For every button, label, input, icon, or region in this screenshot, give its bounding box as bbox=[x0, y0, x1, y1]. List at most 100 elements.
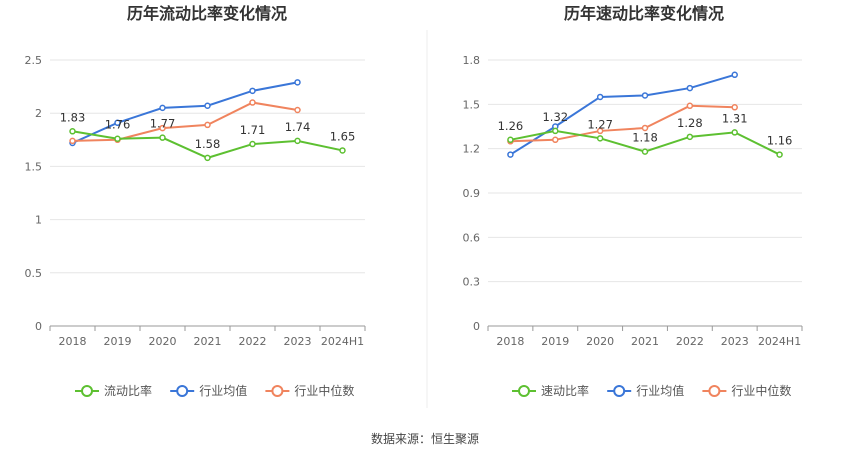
data-label: 1.58 bbox=[195, 137, 221, 151]
data-label: 1.16 bbox=[767, 134, 793, 148]
data-point-company bbox=[159, 134, 166, 141]
legend-marker bbox=[708, 385, 721, 397]
x-tick-label: 2022 bbox=[676, 335, 704, 348]
data-label: 1.74 bbox=[285, 120, 311, 134]
legend-item-average[interactable]: 行业均值 bbox=[170, 383, 247, 398]
data-label: 1.77 bbox=[150, 117, 176, 131]
data-point-company bbox=[204, 154, 211, 162]
data-point-median bbox=[596, 127, 604, 135]
chart-title: 历年速动比率变化情况 bbox=[564, 4, 724, 23]
data-point-median bbox=[552, 136, 559, 144]
legend-item-company[interactable]: 流动比率 bbox=[75, 383, 152, 398]
data-point-company bbox=[596, 135, 604, 142]
x-tick-label: 2019 bbox=[104, 335, 132, 348]
data-label: 1.76 bbox=[105, 118, 131, 132]
y-tick-label: 1 bbox=[35, 214, 42, 227]
chart-title: 历年流动比率变化情况 bbox=[127, 4, 287, 23]
data-point-median bbox=[204, 121, 211, 129]
y-tick-label: 1.2 bbox=[463, 143, 481, 156]
x-tick-label: 2024H1 bbox=[321, 335, 364, 348]
data-point-company bbox=[249, 140, 256, 148]
data-point-median bbox=[641, 124, 649, 132]
y-tick-label: 0 bbox=[473, 320, 480, 333]
legend-marker bbox=[176, 385, 189, 397]
legend-label: 速动比率 bbox=[541, 383, 589, 398]
legend-label: 流动比率 bbox=[104, 383, 152, 398]
legend-label: 行业均值 bbox=[636, 383, 684, 398]
data-point-average bbox=[204, 102, 211, 110]
data-point-company bbox=[552, 127, 559, 135]
legend-item-average[interactable]: 行业均值 bbox=[607, 383, 684, 398]
data-label: 1.83 bbox=[60, 110, 86, 124]
chart-2: 历年速动比率变化情况 0 0.3 0.6 0.9 1.2 1.5 1.8 2018 2019 202… bbox=[463, 4, 803, 398]
data-point-median bbox=[731, 104, 738, 111]
y-tick-label: 1.5 bbox=[463, 98, 481, 111]
data-point-median bbox=[249, 99, 256, 106]
x-tick-label: 2022 bbox=[239, 335, 267, 348]
series-line-median bbox=[72, 101, 298, 142]
data-point-median bbox=[69, 137, 76, 145]
source-note: 数据来源：恒生聚源 bbox=[371, 431, 479, 446]
y-tick-label: 1.8 bbox=[463, 54, 481, 67]
y-tick-label: 0.3 bbox=[463, 276, 481, 289]
legend-item-median[interactable]: 行业中位数 bbox=[265, 383, 354, 398]
data-point-average bbox=[114, 119, 121, 127]
legend-marker bbox=[271, 385, 284, 397]
x-tick-label: 2021 bbox=[194, 335, 222, 348]
y-tick-label: 0.5 bbox=[25, 267, 43, 280]
data-label: 1.26 bbox=[498, 119, 524, 133]
data-point-average bbox=[159, 104, 166, 112]
y-tick-label: 0.6 bbox=[463, 231, 481, 244]
x-tick-label: 2021 bbox=[631, 335, 659, 348]
legend-item-company[interactable]: 速动比率 bbox=[512, 383, 589, 398]
data-point-company bbox=[641, 148, 649, 155]
data-point-median bbox=[294, 106, 301, 114]
data-label: 1.32 bbox=[542, 110, 568, 124]
legend-marker bbox=[518, 385, 530, 397]
data-label: 1.71 bbox=[240, 123, 266, 137]
legend-item-median[interactable]: 行业中位数 bbox=[702, 383, 791, 398]
data-point-company bbox=[776, 151, 783, 158]
legend-label: 行业中位数 bbox=[294, 383, 354, 398]
series-line-average bbox=[72, 81, 298, 144]
data-point-company bbox=[507, 136, 514, 144]
data-point-company bbox=[686, 133, 694, 141]
legend-marker bbox=[613, 385, 626, 397]
data-label: 1.31 bbox=[722, 111, 748, 125]
data-point-average bbox=[294, 79, 301, 86]
series-line-median bbox=[510, 104, 735, 143]
data-point-average bbox=[596, 93, 604, 101]
data-label: 1.65 bbox=[330, 129, 356, 143]
x-tick-label: 2023 bbox=[721, 335, 749, 348]
series-line-average bbox=[509, 73, 735, 156]
data-point-company bbox=[114, 135, 121, 142]
data-label: 1.28 bbox=[677, 116, 703, 130]
x-tick-label: 2020 bbox=[586, 335, 614, 348]
data-point-median bbox=[159, 124, 166, 132]
data-label: 1.27 bbox=[587, 117, 613, 131]
x-tick-label: 2019 bbox=[541, 335, 569, 348]
data-point-median bbox=[686, 102, 694, 110]
x-tick-label: 2018 bbox=[59, 335, 87, 348]
x-tick-label: 2023 bbox=[284, 335, 312, 348]
data-point-company bbox=[69, 128, 76, 135]
data-point-company bbox=[731, 129, 738, 136]
data-point-company bbox=[294, 137, 301, 145]
x-tick-label: 2020 bbox=[149, 335, 177, 348]
legend-marker bbox=[81, 385, 93, 397]
data-point-average bbox=[731, 71, 738, 79]
legend-label: 行业中位数 bbox=[731, 383, 791, 398]
y-tick-label: 0 bbox=[35, 320, 42, 333]
legend-label: 行业均值 bbox=[199, 383, 247, 398]
data-point-average bbox=[686, 84, 694, 92]
y-tick-label: 2.5 bbox=[25, 54, 43, 67]
x-tick-label: 2018 bbox=[496, 335, 524, 348]
y-tick-label: 1.5 bbox=[25, 160, 43, 173]
x-tick-label: 2024H1 bbox=[758, 335, 801, 348]
data-label: 1.18 bbox=[632, 131, 658, 145]
data-point-average bbox=[641, 92, 649, 99]
y-tick-label: 2 bbox=[35, 107, 42, 120]
data-point-company bbox=[339, 147, 346, 154]
